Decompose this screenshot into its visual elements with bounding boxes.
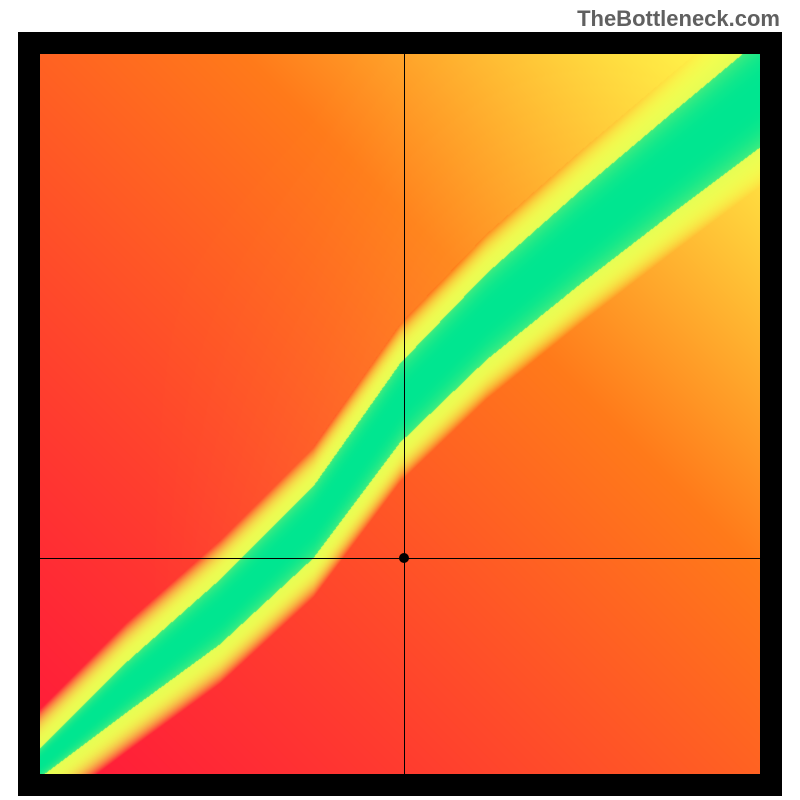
heatmap-canvas [40,54,760,774]
watermark-text: TheBottleneck.com [577,6,780,32]
heatmap-plot [40,54,760,774]
crosshair-vertical [404,54,405,774]
crosshair-marker [399,553,409,563]
